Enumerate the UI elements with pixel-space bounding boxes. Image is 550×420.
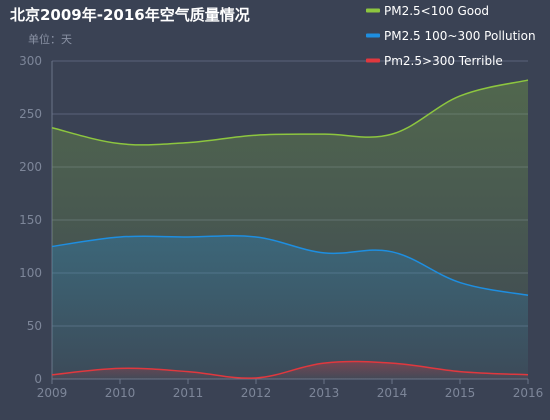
y-tick-label: 300 [19,54,42,68]
data-point [458,94,462,98]
x-axis-ticks: 2009 2010 2011 2012 2013 2014 2015 2016 [37,379,544,400]
legend: PM2.5<100 Good PM2.5 100~300 Pollution Pm2… [366,4,536,68]
legend-label[interactable]: PM2.5<100 Good [384,4,489,18]
series-line-0 [51,79,529,146]
data-point [118,142,122,146]
series-area-1 [52,235,528,379]
data-point [390,250,394,254]
y-axis-ticks: 0 50 100 150 200 250 300 [19,54,42,386]
series-line-2 [51,360,529,379]
chart-subtitle: 单位：天 [28,32,72,46]
data-point [118,366,122,370]
data-point [186,141,190,145]
y-tick-label: 200 [19,160,42,174]
series-area-2 [52,361,528,379]
data-point [390,132,394,136]
y-tick-label: 50 [27,319,42,333]
x-tick-label: 2009 [37,386,68,400]
data-point [526,78,530,82]
data-point [254,376,258,380]
x-tick-label: 2014 [377,386,408,400]
data-point [50,245,54,249]
x-tick-label: 2016 [513,386,544,400]
x-tick-label: 2015 [445,386,476,400]
x-tick-label: 2010 [105,386,136,400]
data-point [50,126,54,130]
data-point [322,132,326,136]
data-point [458,281,462,285]
data-point [526,373,530,377]
x-tick-label: 2012 [241,386,272,400]
legend-swatch[interactable] [366,33,380,38]
y-tick-label: 100 [19,266,42,280]
y-tick-label: 250 [19,107,42,121]
legend-label[interactable]: Pm2.5>300 Terrible [384,54,503,68]
series-areas [52,80,528,379]
x-tick-label: 2011 [173,386,204,400]
data-point [186,235,190,239]
data-point [390,361,394,365]
data-point [186,370,190,374]
data-point [458,370,462,374]
series-line-1 [51,234,529,296]
y-tick-label: 150 [19,213,42,227]
legend-swatch[interactable] [366,8,380,13]
data-point [526,293,530,297]
data-point [322,361,326,365]
data-point [50,373,54,377]
y-tick-label: 0 [34,372,42,386]
data-point [254,235,258,239]
data-point [118,235,122,239]
legend-swatch[interactable] [366,58,380,63]
legend-label[interactable]: PM2.5 100~300 Pollution [384,29,536,43]
x-tick-label: 2013 [309,386,340,400]
series-lines [50,78,530,380]
chart-title: 北京2009年-2016年空气质量情况 [10,6,250,24]
data-point [254,133,258,137]
data-point [322,251,326,255]
